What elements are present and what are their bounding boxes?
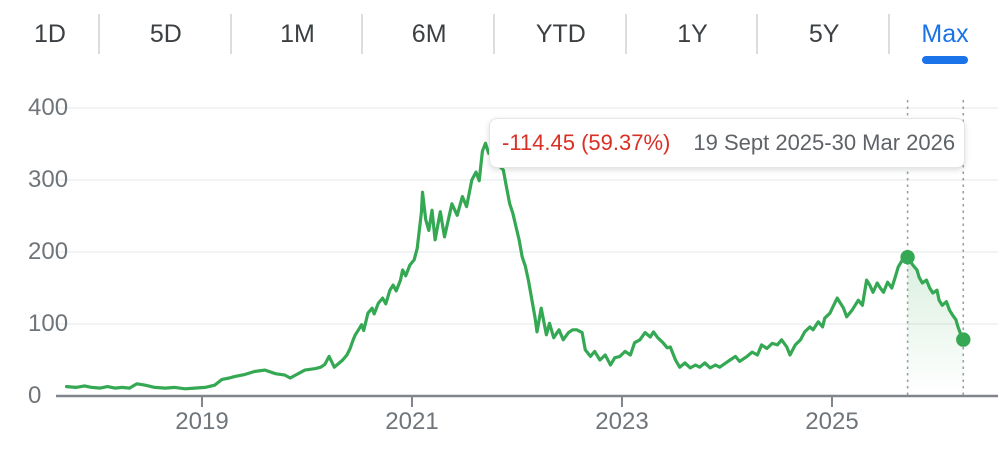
selected-tab-indicator [922, 56, 968, 64]
tab-label: 1D [34, 20, 66, 48]
y-tick-label: 200 [28, 238, 69, 265]
tab-divider [493, 14, 495, 54]
tab-divider [98, 14, 100, 54]
tab-label: 5D [149, 20, 182, 48]
x-tick-label: 2023 [595, 408, 649, 435]
tab-label: YTD [535, 20, 586, 48]
tab-divider [888, 14, 890, 54]
x-tick-label: 2019 [175, 408, 229, 435]
y-tick-label: 300 [28, 166, 69, 193]
tab-label: 5Y [808, 20, 840, 48]
range-tooltip: -114.45 (59.37%) 19 Sept 2025-30 Mar 202… [489, 118, 965, 168]
range-tab-bar: 1D 5D 1M 6M YTD 1Y 5Y Max [0, 12, 1000, 64]
tab-label: 6M [411, 20, 447, 48]
gridlines [56, 107, 998, 325]
change-value: -114.45 (59.37%) [502, 130, 671, 155]
range-handle-start[interactable] [900, 250, 915, 265]
tab-divider [756, 14, 759, 54]
tab-divider [361, 14, 364, 54]
tab-divider [624, 14, 627, 54]
tab-1m[interactable]: 1M [232, 12, 364, 64]
tab-ytd[interactable]: YTD [495, 12, 627, 64]
tab-label: Max [921, 20, 969, 48]
y-tick-label: 0 [28, 382, 42, 409]
x-axis [56, 394, 998, 407]
price-line [65, 141, 965, 391]
tab-max[interactable]: Max [890, 12, 1000, 64]
x-tick-label: 2025 [805, 408, 859, 435]
tab-5y[interactable]: 5Y [758, 12, 890, 64]
y-tick-label: 400 [28, 94, 69, 121]
x-tick-label: 2021 [385, 408, 439, 435]
tab-divider [229, 14, 232, 54]
tab-label: 1M [280, 20, 315, 48]
tab-1y[interactable]: 1Y [627, 12, 759, 64]
tab-5d[interactable]: 5D [100, 12, 232, 64]
tab-6m[interactable]: 6M [363, 12, 495, 64]
range-handle-end[interactable] [956, 332, 971, 347]
date-range-label: 19 Sept 2025-30 Mar 2026 [693, 130, 956, 155]
tab-label: 1Y [677, 20, 708, 48]
selection-area-fill [907, 257, 964, 396]
y-tick-label: 100 [28, 310, 69, 337]
tab-1d[interactable]: 1D [0, 12, 100, 64]
